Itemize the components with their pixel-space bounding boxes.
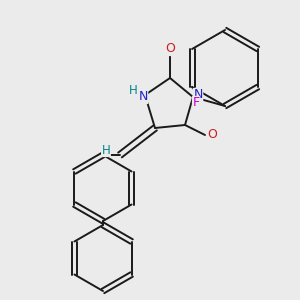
Text: H: H — [129, 85, 137, 98]
Text: N: N — [138, 91, 148, 103]
Text: F: F — [193, 97, 200, 110]
Text: O: O — [207, 128, 217, 142]
Text: O: O — [165, 43, 175, 56]
Text: N: N — [193, 88, 203, 101]
Text: H: H — [102, 143, 110, 157]
